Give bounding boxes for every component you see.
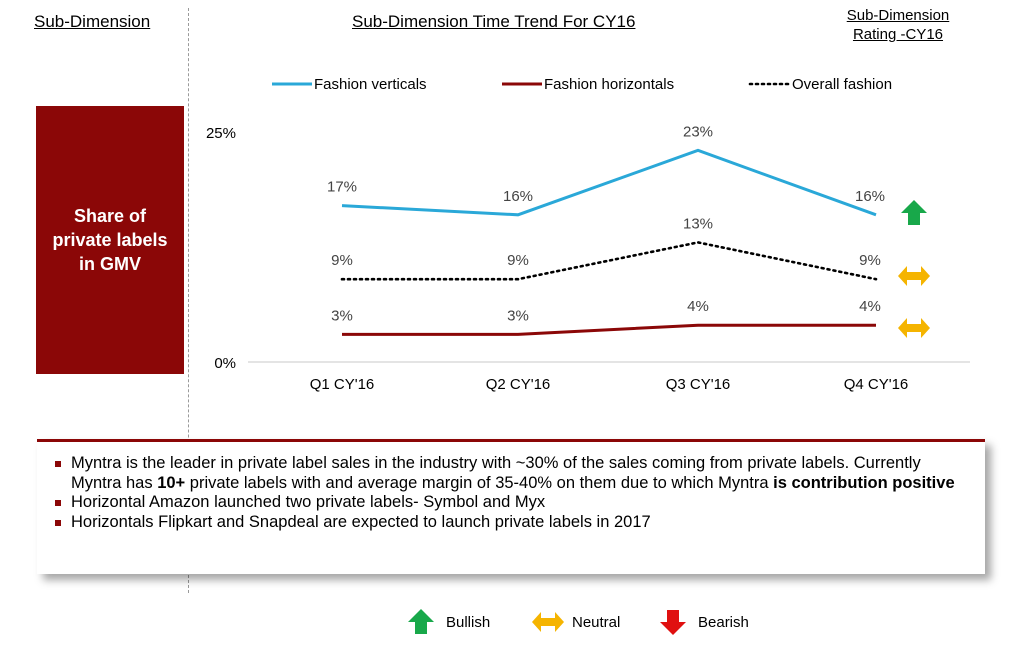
rating-legend-item-neutral: Neutral	[532, 609, 620, 635]
y-tick-label: 25%	[206, 125, 236, 142]
time-trend-header: Sub-Dimension Time Trend For CY16	[352, 12, 636, 31]
note-text: private labels with and average margin o…	[185, 473, 774, 492]
note-text: Myntra is the leader in private label sa…	[71, 454, 921, 492]
rating-legend-label: Bullish	[446, 613, 491, 631]
left-right-arrow-icon	[898, 266, 930, 286]
data-label: 16%	[855, 188, 885, 205]
data-label: 4%	[687, 298, 709, 315]
note-item: Horizontal Amazon launched two private l…	[51, 493, 971, 513]
rating-legend-label: Neutral	[572, 613, 621, 631]
data-label: 3%	[507, 307, 529, 324]
series-line-1	[342, 323, 876, 336]
rating-legend-label: Bearish	[698, 613, 749, 631]
left-right-arrow-icon	[532, 612, 564, 632]
up-arrow-icon	[408, 609, 434, 634]
notes-list: Myntra is the leader in private label sa…	[51, 454, 971, 532]
series-line-0	[341, 148, 877, 217]
note-item: Myntra is the leader in private label sa…	[51, 454, 971, 493]
data-label: 9%	[331, 252, 353, 269]
data-label: 17%	[327, 179, 357, 196]
x-tick-label: Q3 CY'16	[666, 376, 731, 393]
down-arrow-icon	[660, 610, 686, 635]
left-right-arrow-icon	[898, 318, 930, 338]
notes-panel: Myntra is the leader in private label sa…	[37, 439, 985, 574]
sub-dimension-box: Share of private labels in GMV	[36, 106, 184, 374]
left-right-arrow-icon	[532, 612, 564, 632]
rating-legend-item-bearish: Bearish	[658, 609, 749, 635]
x-tick-label: Q2 CY'16	[486, 376, 551, 393]
sub-dimension-header: Sub-Dimension	[34, 12, 151, 31]
data-label: 13%	[683, 215, 713, 232]
rating-legend: Bullish Neutral Bearish	[0, 605, 1024, 639]
rating-header: Sub-Dimension Rating -CY16	[810, 6, 986, 44]
legend-label-2: Overall fashion	[792, 76, 892, 93]
data-label: 4%	[859, 298, 881, 315]
data-label: 3%	[331, 307, 353, 324]
data-label: 9%	[507, 252, 529, 269]
sub-dimension-label: Share of private labels in GMV	[52, 206, 168, 274]
series-line-2	[340, 241, 878, 281]
data-label: 23%	[683, 123, 713, 140]
x-tick-label: Q4 CY'16	[844, 376, 909, 393]
up-arrow-icon	[408, 609, 434, 634]
data-label: 16%	[503, 188, 533, 205]
y-tick-label: 0%	[214, 355, 236, 372]
time-trend-chart: 0% 25% Q1 CY'16 Q2 CY'16 Q3 CY'16 Q4 CY'16 17%…	[206, 76, 970, 393]
note-bold-text: is contribution positive	[773, 473, 955, 492]
data-label: 9%	[859, 252, 881, 269]
up-arrow-icon	[901, 200, 927, 225]
note-bold-text: 10+	[157, 473, 186, 492]
rating-legend-item-bullish: Bullish	[406, 609, 490, 635]
legend-label-0: Fashion verticals	[314, 76, 427, 93]
column-divider	[188, 8, 189, 593]
rating-header-line2: Rating -CY16	[852, 26, 944, 43]
note-text: Horizontals Flipkart and Snapdeal are ex…	[71, 512, 651, 531]
note-text: Horizontal Amazon launched two private l…	[71, 493, 546, 511]
note-item: Horizontals Flipkart and Snapdeal are ex…	[51, 513, 971, 533]
rating-header-line1: Sub-Dimension	[846, 7, 950, 24]
down-arrow-icon	[660, 610, 686, 635]
legend-label-1: Fashion horizontals	[544, 76, 674, 93]
x-tick-label: Q1 CY'16	[310, 376, 375, 393]
